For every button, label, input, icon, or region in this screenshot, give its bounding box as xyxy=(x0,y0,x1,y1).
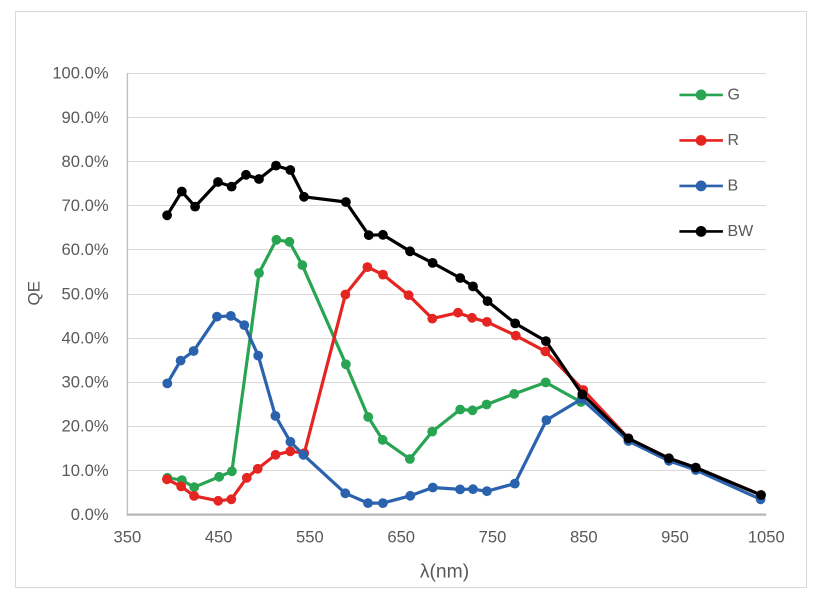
svg-text:100.0%: 100.0% xyxy=(52,64,109,83)
svg-text:70.0%: 70.0% xyxy=(62,196,109,215)
svg-text:750: 750 xyxy=(479,527,507,546)
svg-text:20.0%: 20.0% xyxy=(62,417,109,436)
svg-text:40.0%: 40.0% xyxy=(62,329,109,348)
svg-text:B: B xyxy=(728,177,739,194)
svg-text:80.0%: 80.0% xyxy=(62,152,109,171)
svg-text:10.0%: 10.0% xyxy=(62,461,109,480)
svg-text:1050: 1050 xyxy=(748,527,785,546)
svg-text:R: R xyxy=(728,132,740,149)
svg-text:450: 450 xyxy=(205,527,233,546)
svg-text:350: 350 xyxy=(114,527,142,546)
svg-text:λ(nm): λ(nm) xyxy=(420,562,469,583)
svg-text:650: 650 xyxy=(387,527,415,546)
svg-text:50.0%: 50.0% xyxy=(62,284,109,303)
svg-text:QE: QE xyxy=(24,281,43,306)
svg-text:BW: BW xyxy=(728,223,755,240)
svg-text:60.0%: 60.0% xyxy=(62,240,109,259)
svg-text:850: 850 xyxy=(570,527,598,546)
svg-text:90.0%: 90.0% xyxy=(62,108,109,127)
svg-text:550: 550 xyxy=(296,527,324,546)
svg-text:30.0%: 30.0% xyxy=(62,373,109,392)
svg-text:0.0%: 0.0% xyxy=(71,505,109,524)
svg-text:950: 950 xyxy=(661,527,689,546)
svg-text:G: G xyxy=(728,86,740,103)
